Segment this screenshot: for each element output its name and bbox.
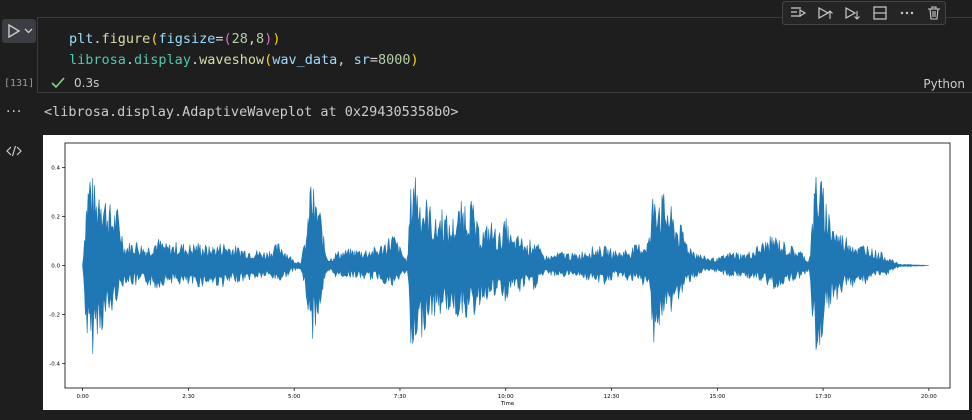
x-tick-label: 5:00 (288, 394, 301, 400)
code-editor[interactable]: plt.figure(figsize=(28,8)) librosa.displa… (69, 29, 419, 71)
execute-below-icon[interactable] (842, 3, 863, 23)
output-text: <librosa.display.AdaptiveWaveplot at 0x2… (44, 104, 459, 120)
cell-gutter (0, 17, 37, 417)
code-line-1: plt.figure(figsize=(28,8)) (69, 31, 281, 47)
x-tick-label: 7:30 (394, 394, 407, 400)
x-tick-label: 10:00 (498, 394, 514, 400)
y-tick-label: -0.2 (49, 313, 60, 319)
output-more-icon[interactable]: ··· (6, 104, 23, 120)
code-line-2: librosa.display.waveshow(wav_data, sr=80… (69, 52, 419, 68)
execution-status: 0.3s (50, 76, 99, 90)
y-tick-label: 0.4 (51, 166, 60, 172)
y-tick-label: 0.0 (51, 264, 60, 270)
execution-time: 0.3s (74, 76, 100, 90)
delete-icon[interactable] (924, 3, 945, 23)
waveform-area (82, 176, 929, 355)
y-tick-label: -0.4 (49, 362, 60, 368)
execute-above-icon[interactable] (814, 3, 835, 23)
run-by-line-icon[interactable] (787, 3, 808, 23)
waveform-chart-svg: -0.4 -0.2 0.0 0.2 0.4 0:00 2:30 5:00 7:30 10:00 12… (49, 142, 951, 407)
x-tick-label: 20:00 (921, 394, 937, 400)
kernel-language[interactable]: Python (923, 77, 965, 91)
x-tick-label: 17:30 (815, 394, 831, 400)
code-cell[interactable] (37, 17, 972, 93)
execution-count: [131] (4, 78, 35, 89)
run-icon (8, 23, 33, 39)
more-icon[interactable] (896, 3, 917, 23)
x-tick-label: 2:30 (182, 394, 195, 400)
run-cell-button[interactable] (2, 19, 36, 43)
output-code-icon[interactable] (6, 143, 22, 162)
waveform-plot: -0.4 -0.2 0.0 0.2 0.4 0:00 2:30 5:00 7:30 10:00 12… (43, 135, 969, 410)
x-axis-label: Time (500, 401, 515, 407)
x-tick-label: 12:30 (604, 394, 620, 400)
split-cell-icon[interactable] (869, 3, 890, 23)
x-tick-label: 15:00 (709, 394, 725, 400)
checkmark-icon (51, 77, 65, 89)
x-tick-label: 0:00 (76, 394, 89, 400)
y-tick-label: 0.2 (51, 215, 60, 221)
cell-toolbar (782, 1, 946, 25)
